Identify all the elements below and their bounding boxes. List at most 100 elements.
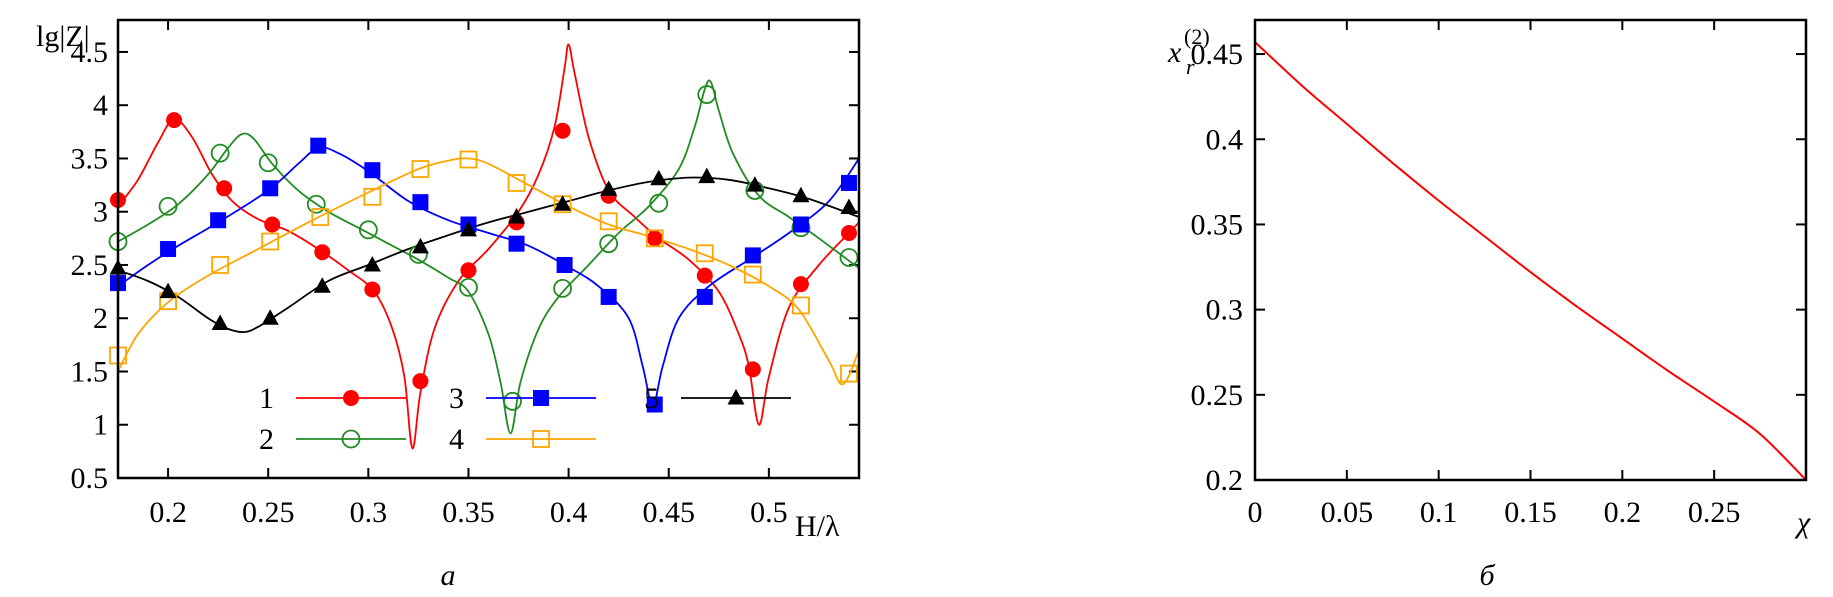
series-4-point bbox=[743, 265, 762, 284]
svg-text:x: x bbox=[1167, 36, 1182, 69]
x-tick-label: 0.2 bbox=[149, 496, 187, 529]
series-4-point bbox=[792, 296, 810, 315]
y-tick-label: 0.4 bbox=[1206, 123, 1244, 156]
series-5-point bbox=[840, 198, 858, 214]
series-5-point bbox=[792, 186, 810, 203]
series-4-point bbox=[411, 160, 430, 179]
y-tick-label: 0.3 bbox=[1206, 294, 1244, 327]
chart-a-y-axis-label: lg|Z| bbox=[36, 20, 90, 53]
y-tick-label: 0.35 bbox=[1191, 208, 1244, 241]
series-2-point bbox=[306, 194, 326, 214]
y-tick-label: 2.5 bbox=[71, 249, 109, 282]
series-4-point bbox=[599, 212, 618, 231]
series-1-point bbox=[744, 361, 761, 378]
chart-b-frame bbox=[1253, 18, 1808, 482]
series-1-point bbox=[554, 122, 571, 139]
series-1-point bbox=[460, 262, 477, 279]
series-2-point bbox=[599, 234, 619, 254]
legend-marker-1 bbox=[343, 390, 359, 406]
series-1-point bbox=[314, 244, 331, 261]
chart-a: 0.5 1 1.5 2 2.5 3 3.5 4 4.5 0.2 0.25 0.3 0.35 0.4 0.4… bbox=[36, 18, 861, 592]
series-5-point bbox=[211, 314, 229, 331]
chart-b-x-ticks: 0 0.05 0.1 0.15 0.2 0.25 bbox=[1248, 20, 1740, 529]
x-tick-label: 0.15 bbox=[1504, 496, 1557, 529]
x-tick-label: 0.25 bbox=[242, 496, 295, 529]
series-4-point bbox=[211, 256, 230, 274]
series-3-point bbox=[160, 241, 177, 257]
series-3-point bbox=[364, 162, 381, 179]
y-tick-label: 3 bbox=[93, 196, 108, 229]
y-tick-label: 3.5 bbox=[71, 142, 109, 175]
series-2-point bbox=[553, 279, 572, 298]
series-4-point bbox=[645, 229, 664, 248]
chart-a-x-ticks: 0.2 0.25 0.3 0.35 0.4 0.45 0.5 bbox=[149, 20, 788, 529]
chart-b: 0.20.250.30.350.40.45 0 0.05 0.1 0.15 0.2 0.2… bbox=[1167, 18, 1811, 592]
y-tick-label: 0.5 bbox=[71, 462, 109, 495]
y-tick-label: 2 bbox=[93, 302, 108, 335]
series-2-point bbox=[358, 220, 378, 240]
series-5-point bbox=[508, 208, 526, 224]
chart-a-y-ticks: 0.5 1 1.5 2 2.5 3 3.5 4 4.5 bbox=[71, 36, 859, 495]
series-4-point bbox=[507, 174, 526, 192]
series-4-line bbox=[118, 157, 859, 386]
series-3-point bbox=[744, 247, 761, 264]
series-5-point bbox=[650, 169, 668, 186]
series-3-point bbox=[696, 288, 713, 305]
series-2-point bbox=[210, 143, 230, 163]
series-5-point bbox=[411, 237, 429, 254]
chart-b-y-ticks: 0.2 0.25 0.3 0.35 0.4 0.45 bbox=[1191, 38, 1806, 497]
svg-text:(2): (2) bbox=[1184, 24, 1210, 49]
series-4-point bbox=[363, 187, 382, 206]
x-tick-label: 0 bbox=[1248, 496, 1263, 529]
x-tick-label: 0.1 bbox=[1420, 496, 1458, 529]
series-3-point bbox=[310, 137, 327, 154]
series-2-point bbox=[459, 277, 478, 297]
x-tick-label: 0.45 bbox=[642, 496, 695, 529]
series-1-point bbox=[696, 267, 713, 284]
legend-label-1: 1 bbox=[259, 382, 274, 415]
series-4-point bbox=[459, 150, 478, 169]
series-5-point bbox=[363, 255, 381, 272]
legend-label-5: 5 bbox=[644, 382, 659, 415]
chart-a-x-axis-label: H/λ bbox=[795, 510, 840, 543]
series-3-point bbox=[646, 396, 663, 413]
legend-marker-2 bbox=[341, 429, 361, 449]
chart-b-panel-label: б bbox=[1479, 559, 1495, 592]
chart-b-series-lines bbox=[1255, 41, 1806, 480]
series-3-point bbox=[412, 194, 429, 211]
series-1-point bbox=[412, 373, 429, 390]
series-5-point bbox=[159, 282, 177, 299]
x-tick-label: 0.4 bbox=[550, 496, 588, 529]
series-2-point bbox=[839, 248, 859, 267]
legend-marker-4 bbox=[532, 430, 550, 448]
svg-text:r: r bbox=[1186, 54, 1195, 79]
legend-marker-3 bbox=[533, 390, 549, 406]
series-1-point bbox=[792, 276, 809, 293]
chart-b-x-axis-label: χ bbox=[1794, 506, 1811, 539]
x-tick-label: 0.2 bbox=[1604, 496, 1642, 529]
series-2-point bbox=[503, 391, 522, 411]
series-3-point bbox=[210, 212, 227, 229]
series-1-point bbox=[840, 225, 857, 242]
series-2-point bbox=[258, 153, 278, 173]
chart-b-y-axis-label: x r (2) bbox=[1167, 24, 1210, 79]
chart-a-panel-label: a bbox=[441, 559, 456, 592]
legend-label-3: 3 bbox=[449, 382, 464, 415]
series-2-point bbox=[158, 196, 178, 216]
series-3-point bbox=[792, 216, 809, 233]
series-1-point bbox=[166, 112, 183, 129]
y-tick-label: 0.45 bbox=[1191, 38, 1244, 71]
series-4-point bbox=[840, 364, 858, 383]
y-tick-label: 0.2 bbox=[1206, 464, 1244, 497]
series-1-point bbox=[264, 216, 281, 233]
series-3-point bbox=[840, 174, 857, 191]
series-3-point bbox=[600, 288, 617, 305]
series-line bbox=[1255, 41, 1806, 480]
series-1-point bbox=[216, 180, 233, 197]
series-4-point bbox=[261, 232, 280, 251]
y-tick-label: 4.5 bbox=[71, 36, 109, 69]
series-3-point bbox=[556, 256, 573, 273]
series-2-point bbox=[649, 193, 669, 213]
series-5-point bbox=[459, 220, 477, 237]
